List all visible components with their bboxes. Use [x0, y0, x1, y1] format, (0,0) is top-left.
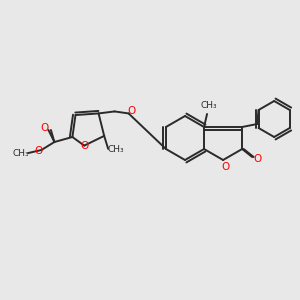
Text: CH₃: CH₃ — [108, 146, 124, 154]
Text: O: O — [128, 106, 136, 116]
Text: O: O — [221, 162, 229, 172]
Text: CH₃: CH₃ — [12, 148, 29, 158]
Text: O: O — [253, 154, 261, 164]
Text: O: O — [80, 141, 88, 151]
Text: O: O — [40, 123, 49, 133]
Text: O: O — [34, 146, 43, 156]
Text: CH₃: CH₃ — [201, 101, 218, 110]
